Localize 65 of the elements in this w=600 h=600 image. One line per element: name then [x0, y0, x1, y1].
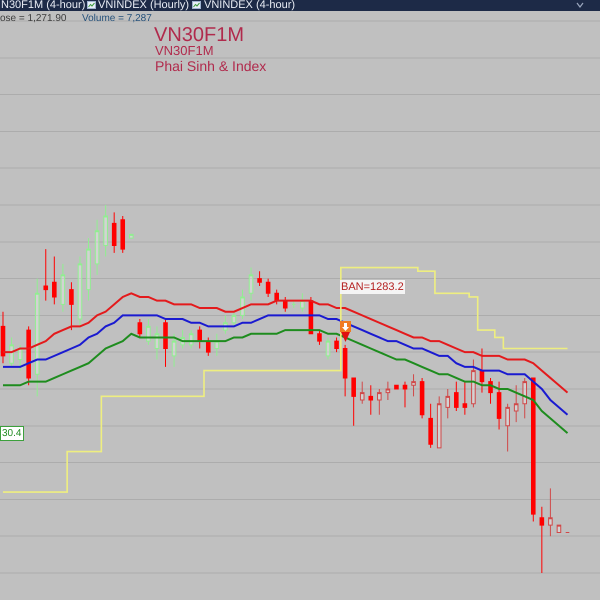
candlestick	[360, 381, 365, 404]
candlestick	[128, 234, 134, 239]
candlestick	[197, 326, 202, 349]
candlestick	[214, 333, 220, 356]
candlestick	[0, 311, 6, 364]
candlestick	[317, 330, 322, 346]
candlestick	[43, 248, 48, 302]
candlestick	[480, 348, 484, 394]
text: VNINDEX (4-hour)	[204, 0, 296, 11]
candlestick	[120, 216, 126, 254]
text: VNINDEX (Hourly)	[98, 0, 190, 11]
candlestick	[368, 384, 374, 416]
candlestick	[69, 282, 74, 331]
candlestick	[548, 488, 553, 537]
chart-subtitle: VN30F1M	[155, 43, 214, 58]
candlestick	[411, 374, 416, 397]
chart-title: VN30F1M	[154, 24, 244, 46]
candlestick	[34, 278, 40, 397]
candlestick	[60, 263, 66, 312]
candlestick	[428, 403, 433, 448]
candlestick	[436, 396, 442, 448]
annotation: BAN=1283.2	[341, 281, 404, 293]
candlestick	[342, 344, 348, 397]
candlestick	[377, 388, 382, 416]
candlestick	[26, 326, 31, 386]
candlestick	[514, 384, 518, 423]
candlestick	[496, 381, 502, 430]
candlestick	[351, 377, 356, 426]
candlestick	[556, 524, 562, 534]
text: N30F1M (4-hour)	[1, 0, 86, 11]
annotation: 30.4	[2, 428, 22, 439]
candlestick	[462, 381, 468, 416]
candlestick	[420, 377, 424, 419]
candlestick	[112, 212, 116, 254]
candlestick	[471, 359, 476, 408]
candlestick	[163, 318, 168, 368]
candlestick	[9, 336, 14, 368]
candlestick	[292, 300, 296, 309]
text: ose = 1,271.90	[0, 13, 67, 24]
candlestick	[530, 377, 536, 522]
candlestick	[138, 318, 142, 338]
candlestick	[172, 333, 176, 368]
candlestick	[540, 506, 544, 574]
candlestick	[154, 326, 160, 360]
candlestick	[248, 267, 254, 302]
candlestick	[454, 381, 459, 412]
candlestick	[394, 384, 399, 390]
candlestick	[103, 204, 108, 257]
candlestick	[505, 403, 510, 452]
candlestick	[94, 219, 100, 276]
candlestick	[52, 256, 57, 305]
candlestick	[266, 278, 270, 298]
candlestick	[257, 270, 262, 286]
candlestick	[240, 289, 245, 320]
text: Volume = 7,287	[82, 13, 152, 24]
candlestick	[522, 377, 528, 419]
candlestick	[78, 256, 82, 327]
candlestick	[402, 381, 408, 408]
candlestick	[334, 336, 339, 353]
candlestick	[445, 388, 450, 419]
candlestick	[86, 238, 91, 302]
candlestick	[326, 336, 330, 360]
text: Phai Sinh & Index	[155, 58, 266, 74]
candlestick	[232, 311, 236, 327]
candlestick	[386, 381, 390, 401]
